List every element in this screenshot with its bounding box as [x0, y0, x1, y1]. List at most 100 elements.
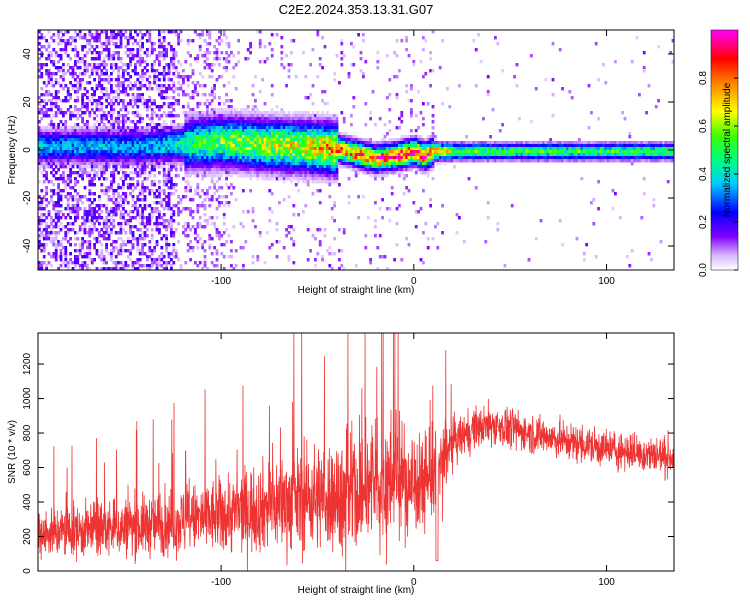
spectrogram-cell: [141, 180, 144, 184]
spectrogram-cell: [174, 87, 178, 91]
spectrogram-cell: [354, 135, 358, 139]
spectrogram-cell: [196, 234, 200, 238]
spectrogram-cell: [328, 162, 332, 166]
spectrogram-cell: [57, 126, 60, 130]
spectrogram-cell: [167, 144, 171, 148]
spectrogram-cell: [220, 126, 224, 130]
spectrogram-cell: [340, 162, 344, 166]
spectrogram-cell: [81, 228, 84, 232]
spectrogram-cell: [297, 171, 300, 175]
spectrogram-cell: [359, 51, 363, 55]
spectrogram-cell: [153, 144, 156, 148]
spectrogram-cell: [98, 57, 101, 61]
spectrogram-cell: [114, 63, 118, 67]
spectrogram-cell: [165, 114, 168, 118]
spectrogram-cell: [182, 135, 185, 139]
spectrogram-cell: [138, 222, 142, 226]
spectrogram-cell: [318, 129, 322, 133]
spectrogram-cell: [213, 51, 216, 55]
spectrogram-cell: [69, 132, 72, 136]
spectrogram-cell: [292, 39, 296, 43]
spectrogram-cell: [146, 156, 149, 160]
spectrogram-cell: [122, 33, 125, 37]
spectrogram-cell: [122, 204, 125, 208]
spectrogram-cell: [237, 144, 240, 148]
spectrogram-cell: [146, 162, 149, 166]
spectrogram-cell: [110, 114, 113, 118]
spectrogram-cell: [126, 117, 130, 121]
spectrogram-cell: [249, 159, 252, 163]
spectrogram-cell: [302, 111, 305, 115]
spectrogram-cell: [299, 162, 303, 166]
spectrogram-cell: [95, 54, 99, 58]
spectrogram-cell: [167, 84, 171, 88]
spectrogram-cell: [225, 165, 228, 169]
spectrogram-cell: [158, 36, 161, 40]
spectrogram-cell: [297, 141, 300, 145]
spectrogram-cell: [74, 60, 77, 64]
spectrogram-cell: [124, 105, 128, 109]
spectrogram-cell: [206, 135, 209, 139]
spectrogram-cell: [165, 237, 168, 241]
spectrogram-cell: [38, 102, 41, 106]
spectrogram-cell: [196, 57, 200, 61]
spectrogram-cell: [222, 147, 226, 151]
spectrogram-cell: [167, 165, 171, 169]
spectrogram-cell: [52, 72, 56, 76]
spectrogram-cell: [114, 144, 118, 148]
spectrogram-cell: [54, 102, 58, 106]
spectrogram-cell: [110, 126, 113, 130]
spectrogram-cell: [155, 243, 159, 247]
spectrogram-cell: [184, 189, 188, 193]
spectrogram-cell: [376, 147, 380, 151]
spectrogram-cell: [258, 150, 262, 154]
spectrogram-cell: [155, 141, 159, 145]
spectrogram-cell: [203, 60, 207, 64]
spectrogram-cell: [122, 102, 125, 106]
spectrogram-cell: [62, 135, 65, 139]
spectrogram-cell: [59, 222, 63, 226]
spectrogram-cell: [69, 138, 72, 142]
spectrogram-cell: [74, 78, 77, 82]
spectrogram-cell: [81, 78, 84, 82]
spectrogram-cell: [117, 135, 120, 139]
spectrogram-cell: [129, 156, 132, 160]
spectrogram-cell: [318, 57, 322, 61]
spectrogram-cell: [86, 255, 89, 259]
spectrogram-cell: [78, 108, 82, 112]
spectrogram-cell: [126, 249, 130, 253]
spectrogram-cell: [146, 51, 149, 55]
spectrogram-cell: [311, 144, 315, 148]
spectrogram-cell: [50, 132, 53, 136]
spectrogram-cell: [114, 96, 118, 100]
spectrogram-cell: [54, 144, 58, 148]
spectrogram-cell: [242, 150, 245, 154]
spectrogram-cell: [232, 147, 236, 151]
spectrogram-cell: [98, 204, 101, 208]
spectrogram-cell: [318, 240, 322, 244]
spectrogram-cell: [38, 111, 41, 115]
spectrogram-cell: [167, 219, 171, 223]
spectrogram-cell: [74, 126, 77, 130]
spectrogram-cell: [362, 171, 365, 175]
spectrogram-cell: [304, 204, 308, 208]
spectrogram-cell: [177, 222, 180, 226]
spectrogram-cell: [64, 249, 68, 253]
spectrogram-cell: [328, 264, 332, 268]
spectrogram-cell: [232, 129, 236, 133]
spectrogram-cell: [203, 135, 207, 139]
spectrogram-cell: [196, 174, 200, 178]
spectrogram-cell: [62, 144, 65, 148]
spectrogram-cell: [64, 252, 68, 256]
spectrogram-cell: [52, 48, 56, 52]
spectrogram-cell: [45, 72, 48, 76]
spectrogram-cell: [381, 156, 384, 160]
spectrogram-cell: [268, 129, 272, 133]
spectrogram-cell: [76, 249, 80, 253]
spectrogram-cell: [273, 138, 276, 142]
spectrogram-cell: [57, 198, 60, 202]
spectrogram-cell: [366, 150, 370, 154]
spectrogram-cell: [318, 168, 322, 172]
spectrogram-cell: [107, 225, 111, 229]
spectrogram-cell: [74, 243, 77, 247]
